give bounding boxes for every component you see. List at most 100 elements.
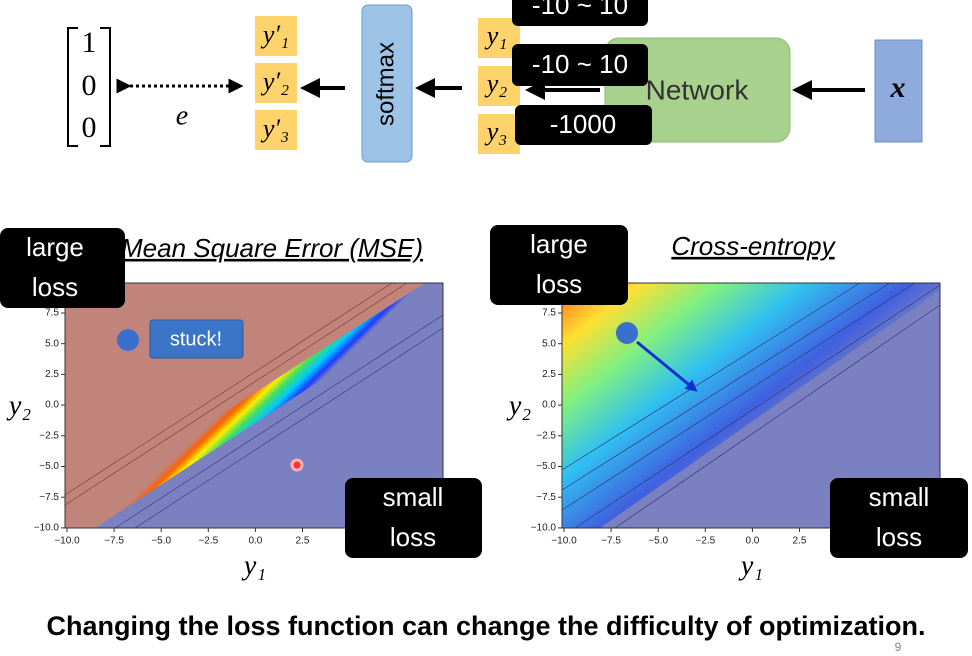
contour-lines: [561, 282, 941, 529]
x-tick-label: −10.0: [54, 536, 80, 547]
small-loss-label: loss: [876, 522, 922, 552]
contour-gradient: [562, 283, 940, 528]
y-tick-label: 5.0: [542, 338, 556, 349]
x-tick-label: −7.5: [104, 536, 124, 547]
output-label: y′₃: [260, 114, 289, 143]
y-tick-label: −5.0: [536, 461, 556, 472]
input-box: [874, 39, 923, 143]
distance-label: e: [176, 100, 188, 131]
y-tick-label: 2.5: [45, 369, 59, 380]
target-vector: 1 0 0: [67, 26, 111, 147]
softmax-box: [361, 4, 413, 163]
output-label: y′₁: [260, 20, 289, 49]
contour-band: [65, 283, 443, 528]
target-value: 1: [82, 26, 97, 59]
y-tick-label: −7.5: [39, 492, 59, 503]
ticks: 7.5 5.0 2.5 0.0 −2.5 −5.0 −7.5 −10.0 −10.0 −7.5 −5…: [34, 308, 310, 547]
contour-line: [114, 314, 444, 529]
softmax-outputs: y′₁ y′₂ y′₃: [255, 16, 297, 150]
y-tick-label: −10.0: [531, 523, 557, 534]
plot-title: Mean Square Error (MSE): [121, 233, 423, 263]
large-loss-box: [490, 225, 628, 305]
softmax-label: softmax: [372, 42, 399, 126]
page-number: 9: [895, 640, 902, 654]
range-box: [512, 44, 648, 86]
range-box: [512, 0, 648, 26]
large-loss-box: [0, 228, 125, 308]
x-tick-label: −10.0: [551, 536, 577, 547]
y-axis-label: y₂: [6, 390, 31, 421]
input-label: x: [890, 71, 906, 104]
start-point: [616, 322, 638, 344]
output-label: y₂: [484, 69, 508, 98]
x-tick-label: 2.5: [793, 536, 807, 547]
cross-entropy-plot: Cross-entropy y₂ y₁ 7.5 5.0 2.5 0.0 −2.5 −5.0…: [490, 225, 968, 581]
contour-line: [134, 327, 444, 529]
range-box: [515, 105, 652, 145]
output-label: y′₂: [260, 67, 289, 96]
small-loss-box: [345, 478, 482, 558]
output-box: [478, 114, 520, 154]
x-tick-label: −2.5: [198, 536, 218, 547]
y-tick-label: −2.5: [39, 430, 59, 441]
large-loss-label: large: [530, 229, 588, 259]
y-tick-label: −5.0: [39, 461, 59, 472]
network-outputs: y₁ y₂ y₃: [478, 18, 520, 154]
minimum-point: [290, 458, 304, 472]
x-tick-label: 0.0: [745, 536, 759, 547]
x-tick-label: −2.5: [695, 536, 715, 547]
output-label: y₁: [484, 21, 508, 50]
stuck-point: [117, 329, 139, 351]
contour-line: [614, 304, 941, 529]
contour-line: [561, 282, 891, 491]
plot-title: Cross-entropy: [671, 231, 836, 261]
y-tick-label: −2.5: [536, 430, 556, 441]
small-loss-label: small: [383, 482, 444, 512]
y-tick-label: 7.5: [542, 308, 556, 319]
y-tick-label: 2.5: [542, 369, 556, 380]
target-value: 0: [82, 111, 97, 144]
small-loss-label: loss: [390, 522, 436, 552]
x-tick-label: 0.0: [248, 536, 262, 547]
range-label: -1000: [550, 109, 617, 139]
stuck-callout: [149, 319, 244, 359]
contour-line: [64, 282, 408, 506]
network-label: Network: [646, 74, 750, 105]
matrix-bracket: [67, 27, 111, 147]
y-tick-label: 5.0: [45, 338, 59, 349]
small-loss-label: small: [869, 482, 930, 512]
ticks: 7.5 5.0 2.5 0.0 −2.5 −5.0 −7.5 −10.0 −10.0 −7.5 −5…: [531, 308, 807, 547]
output-box: [255, 110, 297, 150]
y-tick-label: 7.5: [45, 308, 59, 319]
output-label: y₃: [484, 117, 508, 146]
large-loss-label: loss: [32, 272, 78, 302]
large-loss-label: loss: [536, 269, 582, 299]
x-axis-label: y₁: [738, 550, 763, 581]
small-loss-box: [830, 478, 968, 558]
gradient-arrow: [636, 340, 698, 392]
caption: Changing the loss function can change th…: [46, 611, 925, 641]
mse-plot: stuck! Mean Square Error (MSE) y₂ y₁ 7.5…: [0, 228, 482, 581]
x-tick-label: −7.5: [601, 536, 621, 547]
output-box: [255, 63, 297, 103]
x-axis-label: y₁: [241, 550, 266, 581]
x-tick-label: 2.5: [296, 536, 310, 547]
contour-line: [561, 282, 916, 511]
x-tick-label: −5.0: [648, 536, 668, 547]
range-label: -10 ~ 10: [532, 0, 628, 20]
y-tick-label: −10.0: [34, 523, 60, 534]
y-tick-label: 0.0: [45, 400, 59, 411]
large-loss-label: large: [26, 232, 84, 262]
y-tick-label: −7.5: [536, 492, 556, 503]
x-tick-label: −5.0: [151, 536, 171, 547]
output-box: [255, 16, 297, 56]
target-value: 0: [82, 69, 97, 102]
range-label: -10 ~ 10: [532, 49, 628, 79]
stuck-label: stuck!: [170, 328, 222, 350]
y-tick-label: 0.0: [542, 400, 556, 411]
contour-line: [561, 282, 861, 471]
contour-line: [64, 282, 393, 496]
y-axis-label: y₂: [506, 390, 531, 421]
